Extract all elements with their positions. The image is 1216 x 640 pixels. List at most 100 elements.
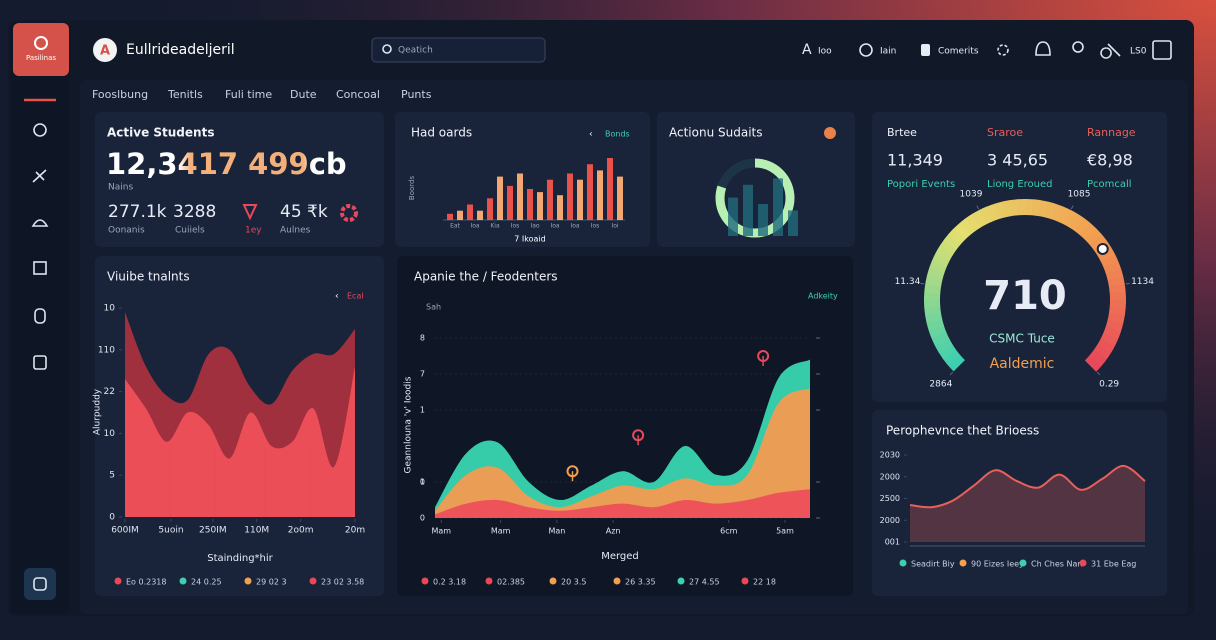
gauge-track	[948, 228, 966, 245]
tab[interactable]: Punts	[401, 88, 432, 101]
bar	[547, 179, 553, 220]
nav-icon[interactable]	[33, 261, 47, 275]
legend-label: 02.385	[497, 578, 525, 587]
gauge-tick-label: 1085	[1068, 189, 1091, 199]
gauge-track	[928, 260, 947, 274]
tab[interactable]: Dute	[290, 88, 317, 101]
x-tick-label: Mam	[491, 527, 511, 536]
x-tick-label: Ioa	[550, 223, 559, 230]
legend-label: 90 Eizes Ieey	[971, 560, 1024, 569]
legend-swatch	[959, 559, 967, 567]
nav-icon[interactable]	[33, 355, 47, 370]
bar	[567, 173, 573, 220]
legend-label: 31 Ebe Eag	[1091, 560, 1136, 569]
y-tick-label: 22	[104, 387, 115, 397]
gauge-track	[926, 268, 945, 281]
gauge-track	[924, 283, 942, 294]
card-title: Had oards	[411, 126, 472, 140]
gauge-track	[1051, 203, 1065, 222]
legend-label: 27 4.55	[689, 578, 720, 587]
gauge-tick-label: 1134	[1131, 277, 1154, 287]
gauge-track	[947, 354, 965, 372]
y-tick-label: 5	[109, 471, 115, 481]
header-item[interactable]: LS0	[1130, 47, 1147, 57]
sidebar-icons	[24, 123, 56, 600]
search-icon	[382, 44, 392, 54]
nav-icon[interactable]	[34, 308, 46, 324]
y-tick-label: 110	[98, 345, 115, 355]
gauge-track	[959, 218, 976, 236]
y-axis-title: Alurpuddy	[93, 388, 103, 435]
legend-label: 0.2 3.18	[433, 578, 466, 587]
bar	[527, 189, 533, 220]
y-axis-title: Geannlouna 'v' Ioodis	[404, 376, 414, 473]
app-title: Eullrideadeljeril	[126, 42, 235, 58]
area	[435, 489, 810, 518]
legend-label: Adkeity	[808, 292, 838, 301]
stat-label: Aulnes	[280, 226, 311, 236]
panel	[95, 112, 384, 247]
panel	[872, 410, 1167, 596]
x-tick-label: 5uoin	[158, 526, 183, 536]
tab[interactable]: Tenitls	[167, 88, 203, 101]
gauge-track	[986, 203, 1000, 222]
y-tick-label: 2500	[880, 494, 900, 503]
nav-arrow[interactable]: ‹	[589, 130, 593, 140]
y-tick-label: 0	[109, 513, 115, 523]
tick-mark	[1070, 205, 1074, 210]
search-box[interactable]	[371, 37, 546, 63]
legend-swatch	[1079, 559, 1087, 567]
x-tick-label: Ioi	[611, 223, 618, 230]
card-icon[interactable]	[824, 127, 836, 139]
nav-icon[interactable]	[31, 219, 49, 227]
tick-mark	[920, 282, 925, 285]
gauge-track	[1089, 349, 1107, 366]
x-tick-label: 5am	[776, 527, 794, 536]
bell-icon[interactable]	[1035, 41, 1051, 56]
gauge-marker	[1096, 242, 1109, 255]
settings-icon[interactable]	[997, 44, 1009, 56]
tab[interactable]: Fuli time	[225, 88, 272, 101]
inner-bar	[743, 184, 753, 236]
pin-icon[interactable]	[1072, 41, 1084, 53]
tab[interactable]: Concoal	[336, 88, 380, 101]
header-item[interactable]: Ioo	[818, 47, 832, 57]
stat-label: Cuiiels	[175, 226, 205, 236]
nav-icon[interactable]	[33, 123, 47, 137]
gauge-track	[931, 253, 950, 268]
tick-mark	[1125, 282, 1130, 285]
header-item[interactable]: Iain	[880, 47, 896, 57]
bar	[517, 173, 523, 220]
menu-icon[interactable]	[1152, 40, 1172, 60]
inner-bar	[773, 178, 783, 236]
tab[interactable]: Fooslbung	[92, 88, 148, 101]
bar	[497, 176, 503, 220]
sidebar	[10, 22, 70, 614]
stat-label: Popori Events	[887, 179, 955, 190]
header-icon-letter[interactable]: A	[802, 42, 812, 58]
x-tick-label: 110M	[244, 526, 269, 536]
gauge-track	[1009, 199, 1019, 217]
x-tick-label: Ioa	[570, 223, 579, 230]
y-tick-label: 2000	[880, 472, 900, 481]
gauge-track	[1097, 338, 1115, 354]
x-tick-label: Man	[548, 527, 565, 536]
nav-arrow[interactable]: ‹	[335, 292, 339, 302]
line-area	[910, 465, 1145, 542]
stat-value: 45 ₹k	[280, 202, 328, 222]
gauge-track	[935, 246, 953, 262]
nav-icon[interactable]	[32, 169, 47, 183]
stat-icon	[242, 204, 258, 221]
nav-button[interactable]	[24, 568, 56, 600]
gauge-track	[1085, 228, 1103, 246]
gauge-track	[1038, 200, 1049, 218]
x-tick-label: Mam	[431, 527, 451, 536]
gauge-track	[938, 344, 957, 360]
legend-swatch	[179, 577, 187, 585]
tool-icon[interactable]	[1100, 43, 1121, 59]
header-item[interactable]: Comerits	[938, 47, 979, 57]
x-tick-label: Ios	[511, 223, 520, 230]
gauge-track	[1108, 306, 1126, 317]
stat-value: 3 45,65	[987, 151, 1048, 170]
